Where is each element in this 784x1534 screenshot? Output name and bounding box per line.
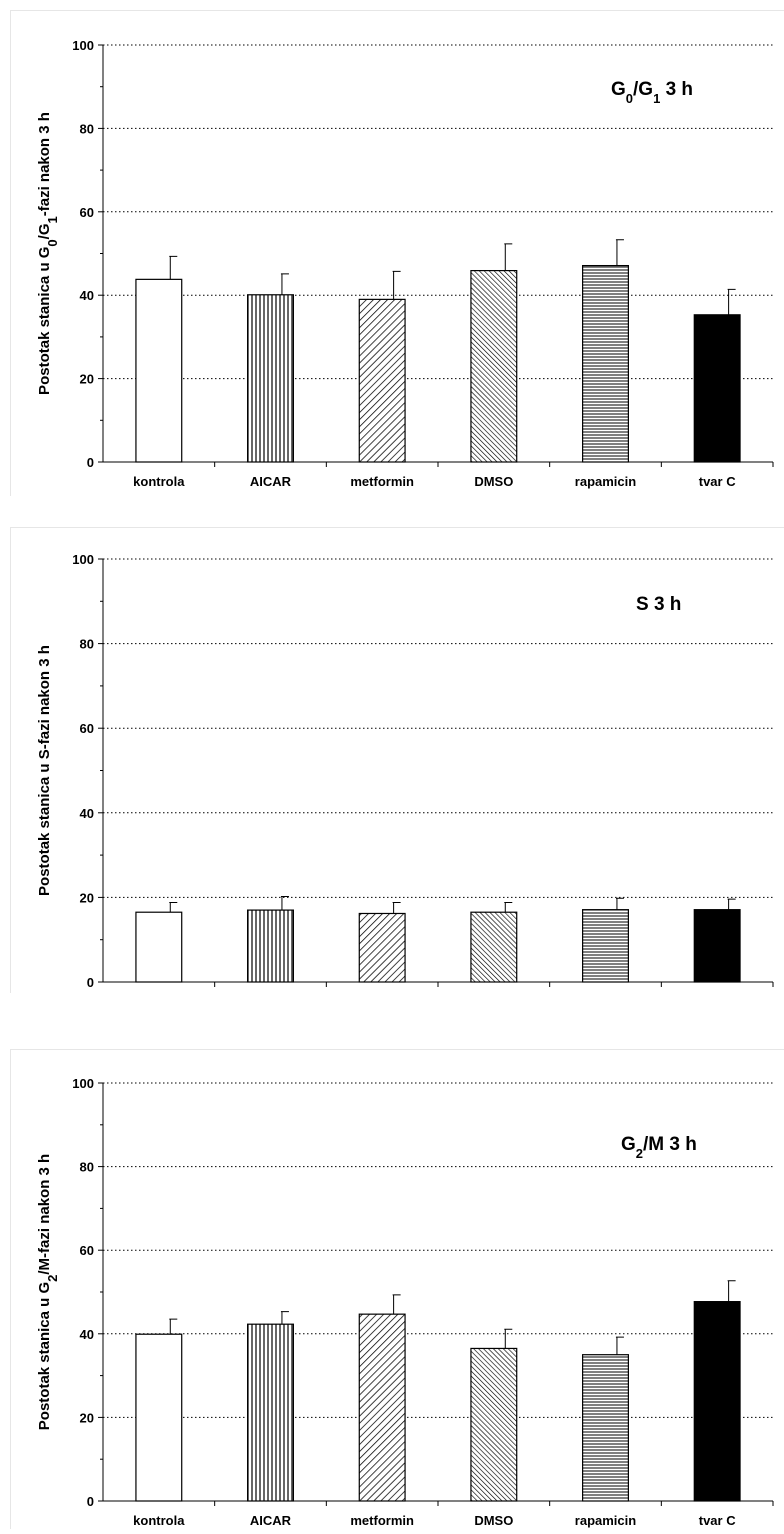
error-bar-aicar	[280, 273, 289, 295]
x-tick-label: AICAR	[250, 1513, 292, 1528]
x-tick-label: rapamicin	[575, 474, 636, 489]
chart-s: 020406080100kontrolaAICARmetforminDMSOra…	[36, 552, 774, 1009]
x-tick-label: metformin	[350, 474, 414, 489]
x-tick-label: DMSO	[474, 1513, 513, 1528]
bar-aicar	[247, 1323, 294, 1502]
chart-title: G2/M 3 h	[621, 1134, 697, 1161]
error-bar-metformin	[392, 270, 401, 300]
bar-kontrola	[135, 1333, 183, 1502]
y-axis-title: Postotak stanica u G2/M-fazi nakon 3 h	[36, 1154, 60, 1430]
chart-title: S 3 h	[636, 594, 681, 615]
y-tick-label: 60	[80, 721, 94, 736]
y-tick-label: 20	[80, 1410, 94, 1425]
chart-panel-g0g1: 0 20 40 60 80 100 kontrola AICAR metformin DMSO ra…	[10, 10, 784, 496]
y-tick-label: 40	[80, 806, 94, 821]
chart-panel-g2m: 0 20 40 60 80 100 kontrola AICAR metformin DMSO ra…	[10, 1049, 784, 1529]
x-tick-label: DMSO	[474, 474, 513, 489]
y-tick-label: 80	[80, 121, 94, 136]
error-bar-kontrola	[169, 901, 178, 913]
x-tick-label: rapamicin	[575, 1513, 636, 1528]
x-tick-label: tvar C	[699, 1513, 736, 1528]
bar-dmso	[470, 269, 518, 463]
y-tick-label: 100	[72, 1076, 94, 1091]
y-tick-label: 60	[80, 205, 94, 220]
bar-tvar-c	[693, 1301, 741, 1502]
bar-metformin	[358, 1313, 406, 1502]
y-tick-label: 0	[87, 455, 94, 470]
chart-panel-s: 020406080100kontrolaAICARmetforminDMSOra…	[10, 527, 784, 1009]
error-bar-tvar-c	[727, 288, 736, 315]
error-bar-tvar-c	[727, 898, 736, 910]
chart-title: G0/G1 3 h	[611, 79, 693, 106]
y-tick-label: 20	[80, 372, 94, 387]
error-bar-kontrola	[169, 1318, 178, 1335]
bar-kontrola	[135, 278, 183, 463]
y-tick-label: 60	[80, 1243, 94, 1258]
y-tick-label: 100	[72, 552, 94, 567]
y-tick-label: 80	[80, 1160, 94, 1175]
x-tick-label: kontrola	[133, 474, 185, 489]
bar-rapamicin	[582, 1354, 629, 1502]
error-bar-rapamicin	[615, 897, 624, 910]
y-tick-label: 20	[80, 890, 94, 905]
chart-g0g1: 0 20 40 60 80 100 kontrola AICAR metformin DMSO ra…	[36, 38, 774, 489]
x-tick-label: kontrola	[133, 1513, 185, 1528]
bar-tvar-c	[693, 909, 741, 983]
error-bar-aicar	[280, 896, 289, 911]
bar-tvar-c	[693, 314, 741, 463]
y-tick-label: 0	[87, 975, 94, 990]
y-axis-title: Postotak stanica u S-fazi nakon 3 h	[36, 645, 53, 896]
x-tick-label: tvar C	[699, 474, 736, 489]
bar-aicar	[247, 294, 294, 463]
error-bar-kontrola	[169, 255, 178, 280]
error-bar-dmso	[504, 1328, 513, 1349]
error-bar-dmso	[504, 901, 513, 913]
bar-aicar	[247, 909, 294, 983]
error-bar-metformin	[392, 1294, 401, 1315]
bar-dmso	[470, 1347, 518, 1502]
bar-kontrola	[135, 911, 183, 983]
error-bar-rapamicin	[615, 239, 624, 266]
error-bar-metformin	[392, 901, 401, 914]
y-tick-label: 40	[80, 1327, 94, 1342]
error-bar-aicar	[280, 1311, 289, 1325]
y-tick-label: 100	[72, 38, 94, 53]
y-tick-label: 80	[80, 637, 94, 652]
bar-rapamicin	[582, 264, 629, 463]
y-axis-title: Postotak stanica u G0/G1-fazi nakon 3 h	[36, 112, 60, 395]
bar-dmso	[470, 911, 518, 983]
error-bar-tvar-c	[727, 1280, 736, 1302]
x-tick-label: AICAR	[250, 474, 292, 489]
y-tick-label: 40	[80, 288, 94, 303]
y-tick-label: 0	[87, 1494, 94, 1509]
x-tick-label: metformin	[350, 1513, 414, 1528]
chart-g2m: 0 20 40 60 80 100 kontrola AICAR metformin DMSO ra…	[36, 1076, 774, 1528]
error-bar-dmso	[504, 243, 513, 271]
bar-metformin	[358, 298, 406, 463]
error-bar-rapamicin	[615, 1336, 624, 1355]
bar-rapamicin	[582, 909, 629, 983]
bar-metformin	[358, 912, 406, 983]
